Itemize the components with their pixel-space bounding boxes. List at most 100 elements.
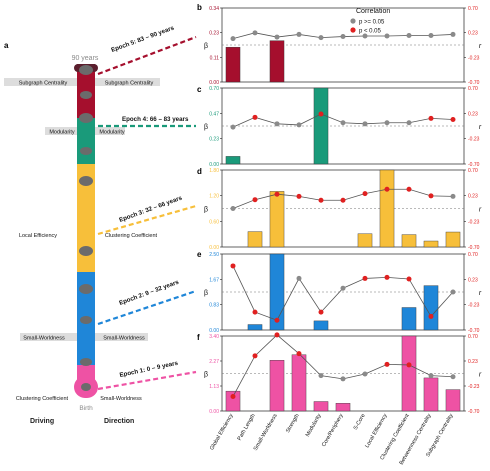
epoch-3-connector [97,204,197,236]
brain-icon [80,147,92,155]
y-tick-label: 0.00 [209,245,219,251]
x-category-label: Core/Periphery [321,413,345,448]
correlation-point [318,35,324,41]
correlation-point [274,191,280,197]
correlation-point [384,361,390,367]
correlation-point [406,276,412,282]
y2-tick-label: -0.23 [468,303,480,309]
correlation-point [362,33,368,39]
correlation-point [296,193,302,199]
y-tick-label: 0.23 [209,31,219,37]
x-category-label: Path Length [237,413,257,442]
brain-icon [79,176,93,186]
y-tick-label: 0.60 [209,219,219,225]
correlation-point [252,30,258,36]
chart-panel-e: e 0.00 0.83 1.67 2.50 0.70 0.23 -0.23 -0.70 β r [197,250,482,334]
correlation-point [296,351,302,357]
correlation-point [428,115,434,121]
bar [269,191,285,248]
brain-icon [80,358,92,366]
correlation-point [340,285,346,291]
correlation-point [450,31,456,37]
bar [357,233,373,248]
chart-panel-c: c 0.00 0.23 0.47 0.70 0.70 0.23 -0.23 -0.70 β r [197,85,482,168]
brain-icon [80,316,92,324]
bar [269,360,285,412]
y-axis-label: β [204,124,208,131]
timeline-panel: a 90 years Subgraph Centrality Sub [4,24,197,425]
correlation-point [230,263,236,269]
brain-icon [79,246,93,256]
epoch-2-connector [97,289,197,326]
correlation-point [384,186,390,192]
panel-letter-c: c [197,85,202,94]
bar [423,377,439,412]
correlation-point [252,353,258,359]
epoch-1-connector [97,370,197,391]
y2-tick-label: 0.70 [468,252,478,258]
y-tick-label: 0.83 [209,303,219,309]
y-tick-label: 1.80 [209,168,219,174]
side-label-right-5: Subgraph Centrality [105,81,154,87]
y2-tick-label: -0.70 [468,162,480,168]
correlation-point [296,122,302,128]
x-category-label: Modularity [305,413,323,438]
epoch-4-callout: Epoch 4: 66 – 83 years [98,116,196,128]
legend-marker-ns [350,18,356,24]
correlation-point [384,120,390,126]
correlation-point [318,373,324,379]
bar [247,231,263,248]
bar [291,354,307,412]
correlation-point [340,197,346,203]
y-axis-label: β [204,372,208,379]
correlation-point [318,111,324,117]
y-tick-label: 0.11 [210,55,220,61]
correlation-point [362,371,368,377]
bar [313,87,329,165]
y2-axis-label: r [479,290,482,297]
chart-panel-f: f 0.00 1.13 2.27 3.40 0.70 0.23 -0.23 -0.70 β r Glo… [197,332,482,466]
side-label-right-1: Small-Worldness [100,396,142,402]
correlation-point [274,34,280,40]
y2-tick-label: -0.23 [468,384,480,390]
correlation-point [340,376,346,382]
correlation-point [428,313,434,319]
brain-icons [79,65,93,391]
chart-panels: b 0.00 0.11 0.23 0.34 0.70 0.23 -0.23 -0.70 β r c 0.… [197,3,482,466]
correlation-point [428,32,434,38]
y2-axis-label: r [479,372,482,379]
y2-tick-label: 0.70 [468,334,478,340]
y-tick-label: 2.27 [209,359,219,365]
brain-icon [80,91,92,99]
side-label-left-1: Clustering Coefficient [16,396,69,402]
x-category-label: Global Efficiency [209,413,235,452]
epoch-3-label: Epoch 3: 32 – 66 years [118,194,183,223]
bar [401,234,417,248]
bar [269,40,285,83]
y-tick-label: 0.00 [209,162,219,168]
legend: Correlation p >= 0.05 p < 0.05 [350,8,390,35]
bar [401,335,417,412]
y-tick-label: 1.67 [209,277,219,283]
correlation-point [384,33,390,39]
correlation-point [362,121,368,127]
y2-tick-label: 0.70 [468,168,478,174]
y2-axis-label: r [479,43,482,50]
y-tick-label: 1.20 [209,194,219,200]
bar [247,324,263,331]
correlation-point [296,275,302,281]
correlation-point [406,186,412,192]
x-category-label: Strength [285,413,301,434]
side-label-left-3: Local Efficiency [19,233,57,239]
correlation-point [274,332,280,338]
brain-icon [79,113,93,123]
y-axis-label: β [204,290,208,297]
bar [313,401,329,412]
y-tick-label: 3.40 [209,334,219,340]
y2-tick-label: 0.23 [468,277,478,283]
side-label-left-5: Subgraph Centrality [19,81,68,87]
top-age-label: 90 years [72,55,99,62]
correlation-point [450,193,456,199]
y2-tick-label: -0.23 [468,55,480,61]
